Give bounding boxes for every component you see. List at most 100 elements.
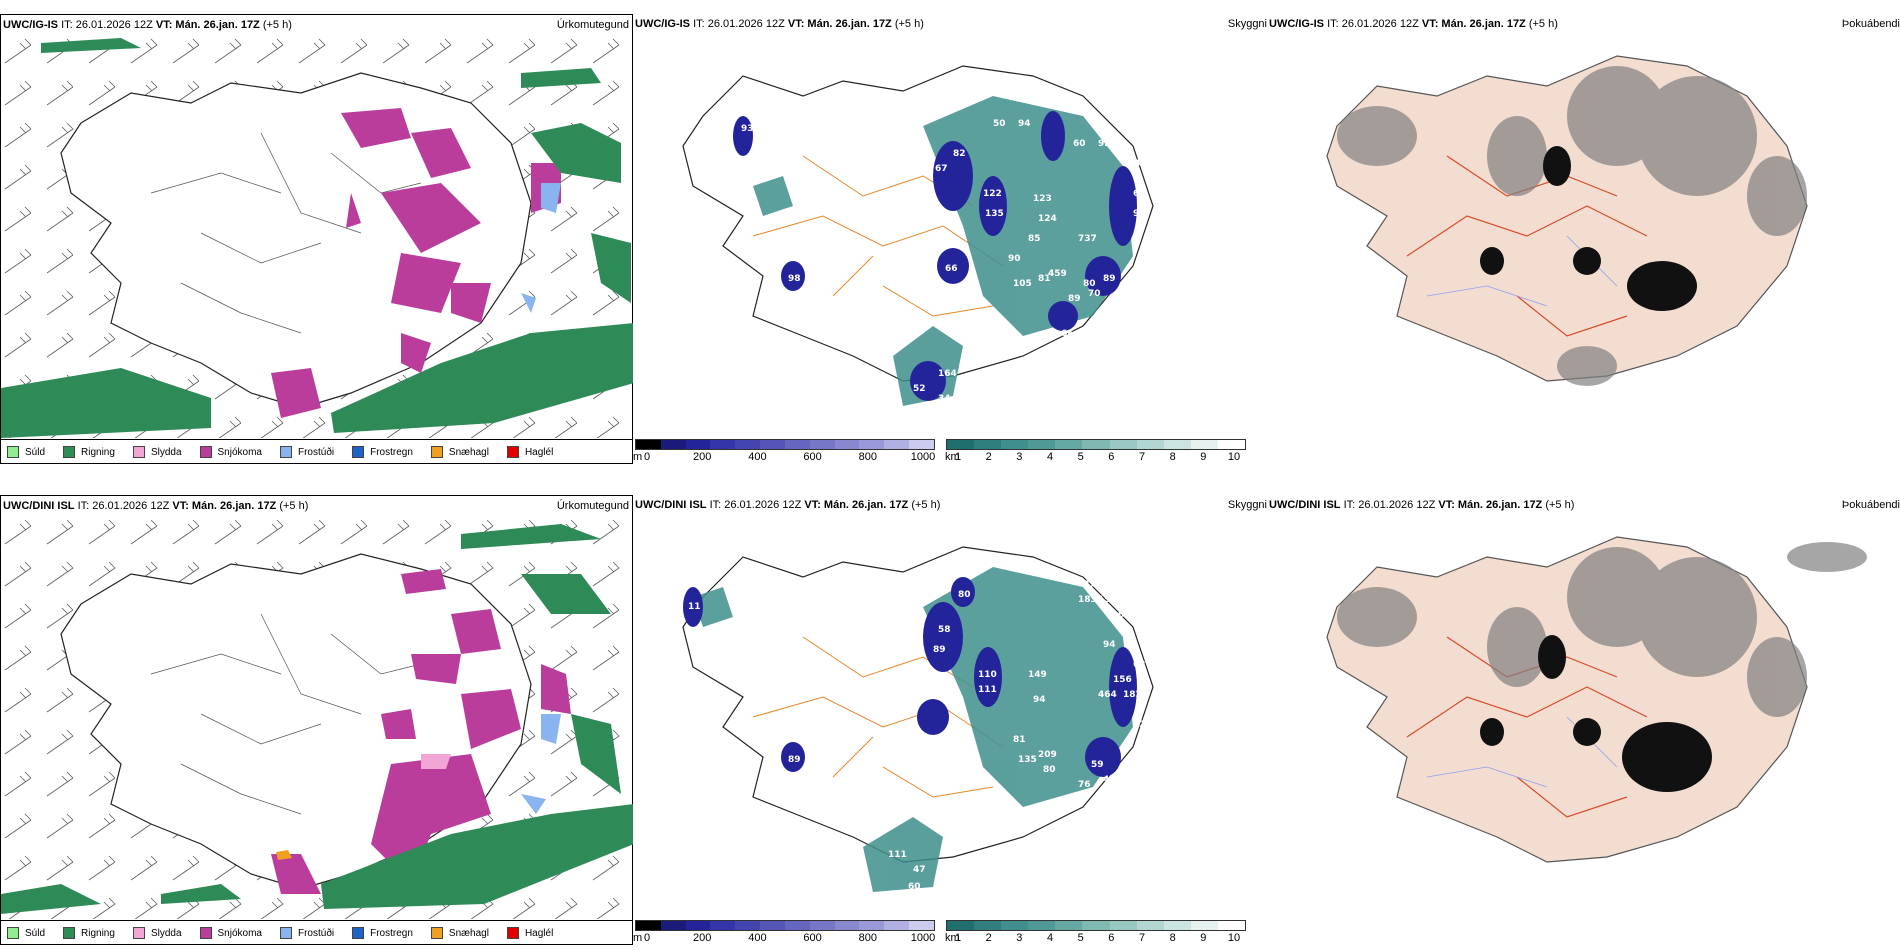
svg-text:183: 183 (1078, 595, 1097, 605)
legend-item-rigning: Rigning (63, 446, 115, 458)
variable-title: Úrkomutegund (556, 500, 629, 512)
colorbar-tick-label: 200 (693, 451, 712, 463)
svg-text:90: 90 (1008, 254, 1021, 264)
visibility-unit: km (945, 451, 960, 463)
variable-title: Þokuábendi (1841, 18, 1900, 30)
colorbar-cell (1190, 921, 1218, 930)
svg-text:68: 68 (1118, 610, 1131, 620)
colorbar-tick-label: 1 (954, 451, 962, 463)
legend-item-slydda: Slydda (132, 446, 182, 458)
colorbar-tick-label: 10 (1227, 932, 1241, 944)
visibility-colorbar-cells (946, 920, 1246, 931)
svg-text:45: 45 (1103, 775, 1116, 785)
colorbar-cell (947, 921, 975, 930)
colorbar-cell (1082, 921, 1110, 930)
svg-text:67: 67 (921, 760, 934, 770)
colorbar-tick-label: 400 (748, 932, 767, 944)
legend-item-frostregn: Frostregn (352, 927, 413, 939)
precip-type-panel-top: UWC/IG-IS IT: 26.01.2026 12Z VT: Mán. 26… (0, 14, 634, 464)
svg-text:105: 105 (1013, 279, 1032, 289)
svg-text:124: 124 (1038, 214, 1057, 224)
colorbar-tick-label: 9 (1200, 451, 1207, 463)
colorbar-tick-label: 5 (1077, 932, 1084, 944)
colorbar-tick-label: 9 (1200, 932, 1207, 944)
precip-map (1, 33, 634, 438)
panel-title: UWC/DINI ISL IT: 26.01.2026 12Z VT: Mán.… (1269, 499, 1575, 511)
fog-map (1326, 536, 1867, 863)
variable-title: Úrkomutegund (556, 19, 629, 31)
colorbar-cell (809, 440, 835, 449)
colorbar-cell (1217, 440, 1246, 449)
variable-title: Skyggni (1227, 499, 1267, 511)
variable-title: Skyggni (1227, 18, 1267, 30)
svg-text:70: 70 (1088, 289, 1101, 299)
colorbar-cell (1028, 440, 1056, 449)
colorbar-cell (859, 921, 885, 930)
svg-text:85: 85 (1028, 234, 1041, 244)
svg-text:58: 58 (938, 625, 951, 635)
snow-areas (271, 569, 571, 894)
svg-text:93: 93 (741, 124, 754, 134)
colorbar-tick-label: 0 (643, 932, 651, 944)
colorbar-cell (884, 921, 910, 930)
height-colorbar: 0 200 400 600 800 1000 (635, 439, 935, 463)
svg-text:80: 80 (958, 590, 971, 600)
visibility-unit: km (945, 932, 960, 944)
colorbar-tick-label: 200 (693, 932, 712, 944)
svg-text:94: 94 (1018, 119, 1031, 129)
colorbar-cell (1163, 440, 1191, 449)
colorbar-cell (809, 921, 835, 930)
svg-text:80: 80 (1083, 279, 1096, 289)
colorbar-cell (834, 440, 860, 449)
svg-text:66: 66 (945, 264, 958, 274)
height-colorbar-cells (635, 920, 935, 931)
colorbar-cell (784, 440, 810, 449)
svg-text:156: 156 (1113, 675, 1132, 685)
colorbar-cell (636, 921, 661, 930)
svg-text:737: 737 (1078, 234, 1097, 244)
visibility-map: 11 89 67 8 58 89 110 111 80 87 183 154 6… (682, 546, 1154, 892)
svg-text:82: 82 (953, 149, 966, 159)
svg-text:164: 164 (938, 369, 957, 379)
svg-text:89: 89 (1068, 294, 1081, 304)
colorbar-cell (974, 921, 1002, 930)
svg-text:107: 107 (1073, 104, 1092, 114)
precip-legend: Súld Rigning Slydda Snjókoma Frostúði Fr… (1, 920, 632, 945)
svg-text:122: 122 (983, 189, 1002, 199)
colorbar-cell (909, 440, 934, 449)
colorbar-cell (1136, 921, 1164, 930)
legend-item-frostudi: Frostúði (279, 927, 334, 939)
colorbar-tick-label: 1000 (910, 932, 936, 944)
colorbar-tick-label: 6 (1108, 932, 1115, 944)
colorbar-cell (760, 440, 785, 449)
colorbar-tick-label: 2 (985, 451, 992, 463)
colorbar-tick-label: 0 (643, 451, 651, 463)
colorbar-cell (760, 921, 785, 930)
snow-areas (271, 108, 561, 418)
legend-item-rigning: Rigning (63, 927, 115, 939)
svg-text:62: 62 (1133, 720, 1146, 730)
svg-text:8: 8 (938, 750, 944, 760)
colorbar-cell (1001, 440, 1029, 449)
colorbar-tick-label: 4 (1046, 451, 1054, 463)
svg-text:76: 76 (1053, 825, 1066, 835)
svg-text:111: 111 (978, 685, 997, 695)
fog-panel-top: UWC/IG-IS IT: 26.01.2026 12Z VT: Mán. 26… (1267, 14, 1900, 464)
svg-text:87: 87 (1083, 580, 1096, 590)
height-colorbar: 0 200 400 600 800 1000 (635, 920, 935, 944)
colorbar-cell (947, 440, 975, 449)
svg-text:62: 62 (1133, 660, 1146, 670)
colorbar-cell (710, 440, 736, 449)
precip-type-panel-bottom: UWC/DINI ISL IT: 26.01.2026 12Z VT: Mán.… (0, 495, 634, 945)
panel-title: UWC/DINI ISL IT: 26.01.2026 12Z VT: Mán.… (635, 499, 941, 511)
svg-text:94: 94 (1033, 695, 1046, 705)
colorbar-tick-label: 2 (985, 932, 992, 944)
colorbar-tick-label: 600 (803, 932, 822, 944)
colorbar-cell (660, 921, 686, 930)
svg-text:76: 76 (1078, 780, 1091, 790)
height-unit: m (633, 451, 643, 463)
svg-text:89: 89 (933, 645, 946, 655)
svg-text:123: 123 (1033, 194, 1052, 204)
legend-item-snjokoma: Snjókoma (199, 927, 262, 939)
colorbar-cell (784, 921, 810, 930)
